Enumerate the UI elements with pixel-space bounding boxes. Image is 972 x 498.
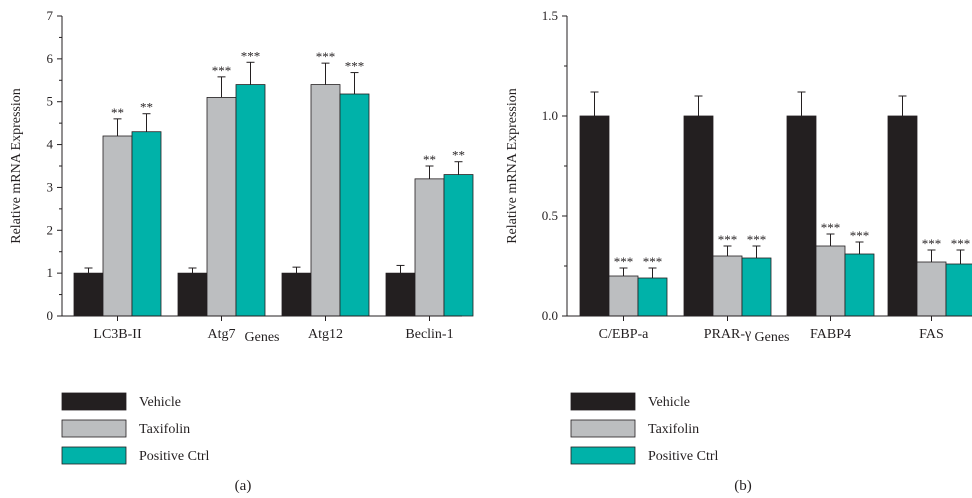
y-tick-label: 3 (47, 179, 54, 194)
bar-taxifolin (712, 255, 743, 317)
bar-positive-ctrl (741, 257, 772, 317)
significance-label: *** (951, 236, 971, 251)
bar-positive-ctrl (443, 174, 474, 317)
bar-taxifolin (206, 97, 237, 317)
significance-label: *** (747, 232, 767, 247)
significance-label: ** (140, 100, 153, 115)
significance-label: *** (850, 228, 870, 243)
panel-label: (b) (734, 478, 752, 494)
legend: Vehicle Taxifolin Positive Ctrl (61, 392, 210, 465)
legend-label: Positive Ctrl (648, 449, 719, 464)
bar-taxifolin (608, 275, 639, 317)
bar-positive-ctrl (637, 277, 668, 317)
y-tick-label: 7 (47, 8, 54, 23)
significance-label: *** (718, 232, 738, 247)
legend: Vehicle Taxifolin Positive Ctrl (570, 392, 719, 465)
y-tick-label: 2 (47, 222, 54, 237)
bar-positive-ctrl (339, 93, 370, 317)
y-tick-label: 0.0 (542, 308, 558, 323)
bar-vehicle (579, 115, 610, 317)
legend-swatch (570, 446, 636, 465)
bar-taxifolin (414, 178, 445, 317)
bar-vehicle (281, 272, 312, 317)
bar-vehicle (177, 272, 208, 317)
x-tick-label: PRAR-γ (704, 327, 751, 342)
significance-label: ** (452, 148, 465, 163)
bar-vehicle (683, 115, 714, 317)
x-tick-label: Atg7 (208, 327, 236, 342)
bar-taxifolin (916, 261, 947, 317)
bar-positive-ctrl (945, 263, 972, 317)
y-tick-label: 5 (47, 94, 54, 109)
bar-vehicle (786, 115, 817, 317)
legend-swatch (570, 392, 636, 411)
legend-label: Taxifolin (648, 422, 699, 437)
legend-label: Positive Ctrl (139, 449, 210, 464)
legend-swatch (61, 392, 127, 411)
bar-positive-ctrl (131, 131, 162, 317)
y-tick-label: 0 (47, 308, 54, 323)
bar-vehicle (385, 272, 416, 317)
y-tick-label: 4 (47, 137, 54, 152)
y-axis-title: Relative mRNA Expression (505, 88, 520, 244)
x-axis-title: Genes (755, 330, 790, 345)
x-tick-label: FAS (919, 327, 944, 342)
legend-label: Taxifolin (139, 422, 190, 437)
significance-label: ** (423, 152, 436, 167)
bar-positive-ctrl (235, 84, 266, 317)
legend-label: Vehicle (648, 395, 690, 410)
significance-label: *** (821, 220, 841, 235)
x-tick-label: Beclin-1 (405, 327, 453, 342)
bar-vehicle (73, 272, 104, 317)
x-tick-label: Atg12 (308, 327, 343, 342)
chart-panel-b: *** *** *** *** *** *** *** *** 0.0 0.5 1.0 1.5 C/EB… (505, 8, 972, 494)
bar-taxifolin (102, 135, 133, 317)
bar-vehicle (887, 115, 918, 317)
bar-taxifolin (310, 84, 341, 317)
legend-swatch (61, 419, 127, 438)
x-tick-label: C/EBP-a (599, 327, 650, 342)
legend-swatch (61, 446, 127, 465)
bar-positive-ctrl (844, 253, 875, 317)
significance-label: *** (614, 254, 634, 269)
y-tick-label: 6 (47, 51, 54, 66)
y-tick-label: 1.5 (542, 8, 558, 23)
panel-label: (a) (235, 478, 252, 494)
significance-label: ** (111, 105, 124, 120)
legend-swatch (570, 419, 636, 438)
x-tick-label: FABP4 (810, 327, 851, 342)
x-tick-label: LC3B-II (93, 327, 142, 342)
y-tick-label: 0.5 (542, 208, 558, 223)
y-axis-title: Relative mRNA Expression (9, 88, 24, 244)
significance-label: *** (643, 254, 663, 269)
significance-label: *** (212, 63, 232, 78)
significance-label: *** (316, 49, 336, 64)
y-tick-label: 1.0 (542, 108, 558, 123)
bar-taxifolin (815, 245, 846, 317)
significance-label: *** (922, 236, 942, 251)
significance-label: *** (345, 59, 365, 74)
legend-label: Vehicle (139, 395, 181, 410)
significance-label: *** (241, 48, 261, 63)
y-tick-label: 1 (47, 265, 54, 280)
x-axis-title: Genes (245, 330, 280, 345)
